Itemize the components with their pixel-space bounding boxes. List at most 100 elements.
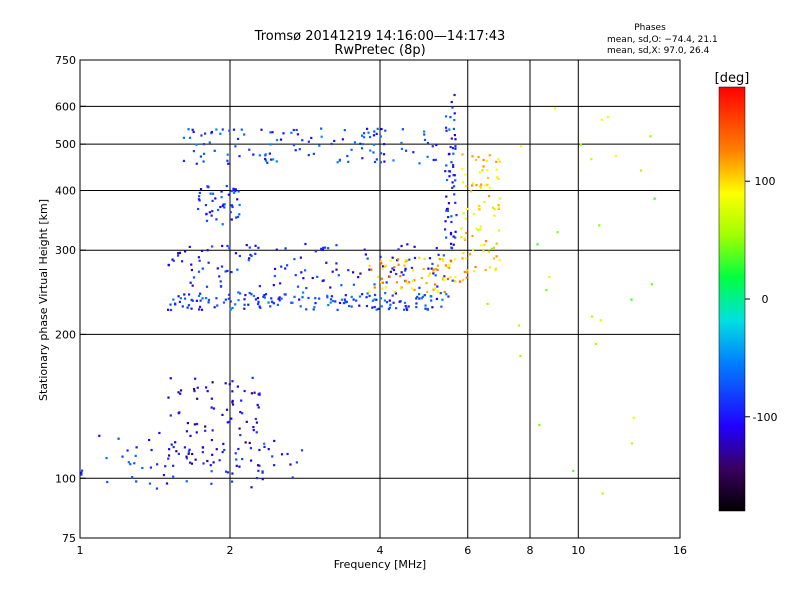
data-point xyxy=(493,214,496,217)
data-point xyxy=(461,181,465,184)
data-point xyxy=(237,190,240,193)
data-point xyxy=(191,452,194,456)
data-point xyxy=(400,244,403,248)
data-point xyxy=(275,160,278,163)
data-point xyxy=(206,390,209,393)
data-point xyxy=(225,408,229,411)
data-point xyxy=(452,243,455,246)
data-point xyxy=(298,148,301,151)
data-point xyxy=(325,261,328,264)
data-point xyxy=(458,280,462,283)
data-point xyxy=(276,303,280,306)
data-point xyxy=(373,160,377,164)
data-point xyxy=(243,303,246,306)
data-point xyxy=(166,308,170,311)
x-tick-label: 16 xyxy=(673,544,687,557)
data-point xyxy=(463,270,466,274)
data-point xyxy=(380,277,384,280)
data-point xyxy=(545,288,548,292)
data-point xyxy=(216,304,219,307)
data-point xyxy=(342,301,346,305)
x-tick-label: 6 xyxy=(464,544,471,557)
data-point xyxy=(299,256,302,259)
data-point xyxy=(449,242,453,245)
data-point xyxy=(202,143,206,146)
data-point xyxy=(484,269,487,272)
x-axis-label: Frequency [MHz] xyxy=(334,558,426,571)
data-point xyxy=(413,256,417,260)
data-point xyxy=(375,308,378,311)
data-point xyxy=(241,412,244,415)
data-point xyxy=(232,187,235,190)
data-point xyxy=(272,284,275,287)
data-point xyxy=(362,132,366,135)
data-point xyxy=(188,136,192,139)
data-point xyxy=(198,191,201,195)
data-point xyxy=(237,291,240,294)
data-point xyxy=(182,159,186,163)
data-point xyxy=(250,392,253,395)
data-point xyxy=(179,392,182,395)
data-point xyxy=(222,442,225,446)
data-point xyxy=(338,158,341,161)
data-point xyxy=(449,259,452,262)
data-point xyxy=(330,295,334,298)
data-point xyxy=(450,247,454,250)
data-point xyxy=(451,279,454,282)
data-point xyxy=(183,297,187,300)
data-point xyxy=(293,258,296,261)
data-point xyxy=(252,425,255,429)
data-point xyxy=(280,297,283,300)
data-point xyxy=(445,293,448,296)
data-point xyxy=(226,244,229,248)
data-point xyxy=(135,446,138,449)
data-point xyxy=(480,244,483,247)
data-point xyxy=(341,138,344,141)
data-point xyxy=(323,246,327,249)
data-point xyxy=(403,301,407,304)
data-point xyxy=(220,196,223,199)
data-point xyxy=(307,296,310,300)
data-point xyxy=(305,286,308,290)
data-point xyxy=(179,297,182,300)
data-point xyxy=(437,253,440,256)
data-point xyxy=(129,463,132,466)
data-point xyxy=(445,195,448,198)
data-point xyxy=(214,197,217,200)
data-point xyxy=(365,296,368,299)
data-point xyxy=(201,297,204,300)
data-point xyxy=(236,215,240,219)
data-point xyxy=(445,178,449,182)
data-point xyxy=(141,466,144,470)
data-point xyxy=(278,299,281,302)
data-point xyxy=(264,159,268,162)
data-point xyxy=(432,268,435,271)
data-point xyxy=(192,150,196,153)
data-point xyxy=(167,454,171,457)
data-point xyxy=(492,257,496,260)
data-point xyxy=(210,214,213,217)
data-point xyxy=(435,297,439,301)
data-point xyxy=(486,302,489,306)
data-point xyxy=(423,130,426,133)
data-point xyxy=(313,306,316,309)
data-point xyxy=(238,427,241,430)
data-point xyxy=(185,430,189,433)
data-point xyxy=(178,251,182,255)
data-point xyxy=(255,431,258,434)
data-point xyxy=(231,205,234,209)
data-point xyxy=(216,267,219,270)
data-point xyxy=(454,201,457,204)
data-point xyxy=(187,450,190,453)
data-point xyxy=(168,448,171,451)
data-point xyxy=(399,275,402,278)
data-point xyxy=(369,149,372,152)
data-point xyxy=(361,142,364,146)
data-point xyxy=(497,206,500,209)
data-point xyxy=(247,259,250,262)
data-point xyxy=(431,262,434,266)
data-point xyxy=(445,129,448,132)
data-point xyxy=(148,482,152,485)
data-point xyxy=(335,268,338,271)
data-point xyxy=(453,258,457,261)
